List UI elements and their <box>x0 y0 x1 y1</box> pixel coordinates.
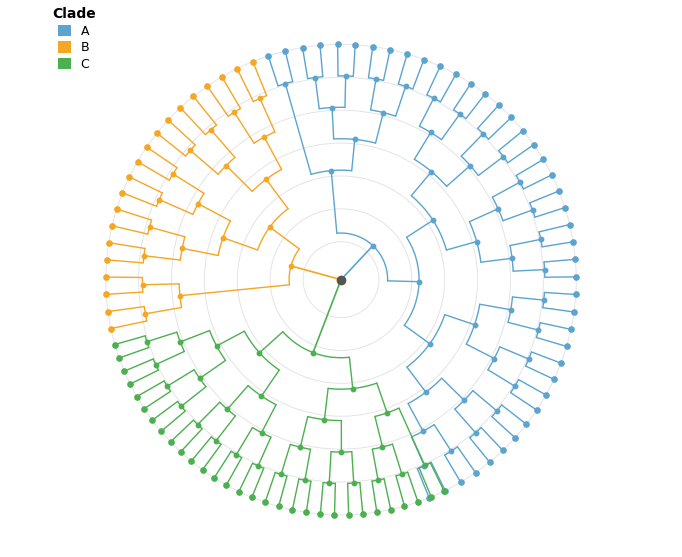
Legend: A, B, C: A, B, C <box>47 2 100 76</box>
